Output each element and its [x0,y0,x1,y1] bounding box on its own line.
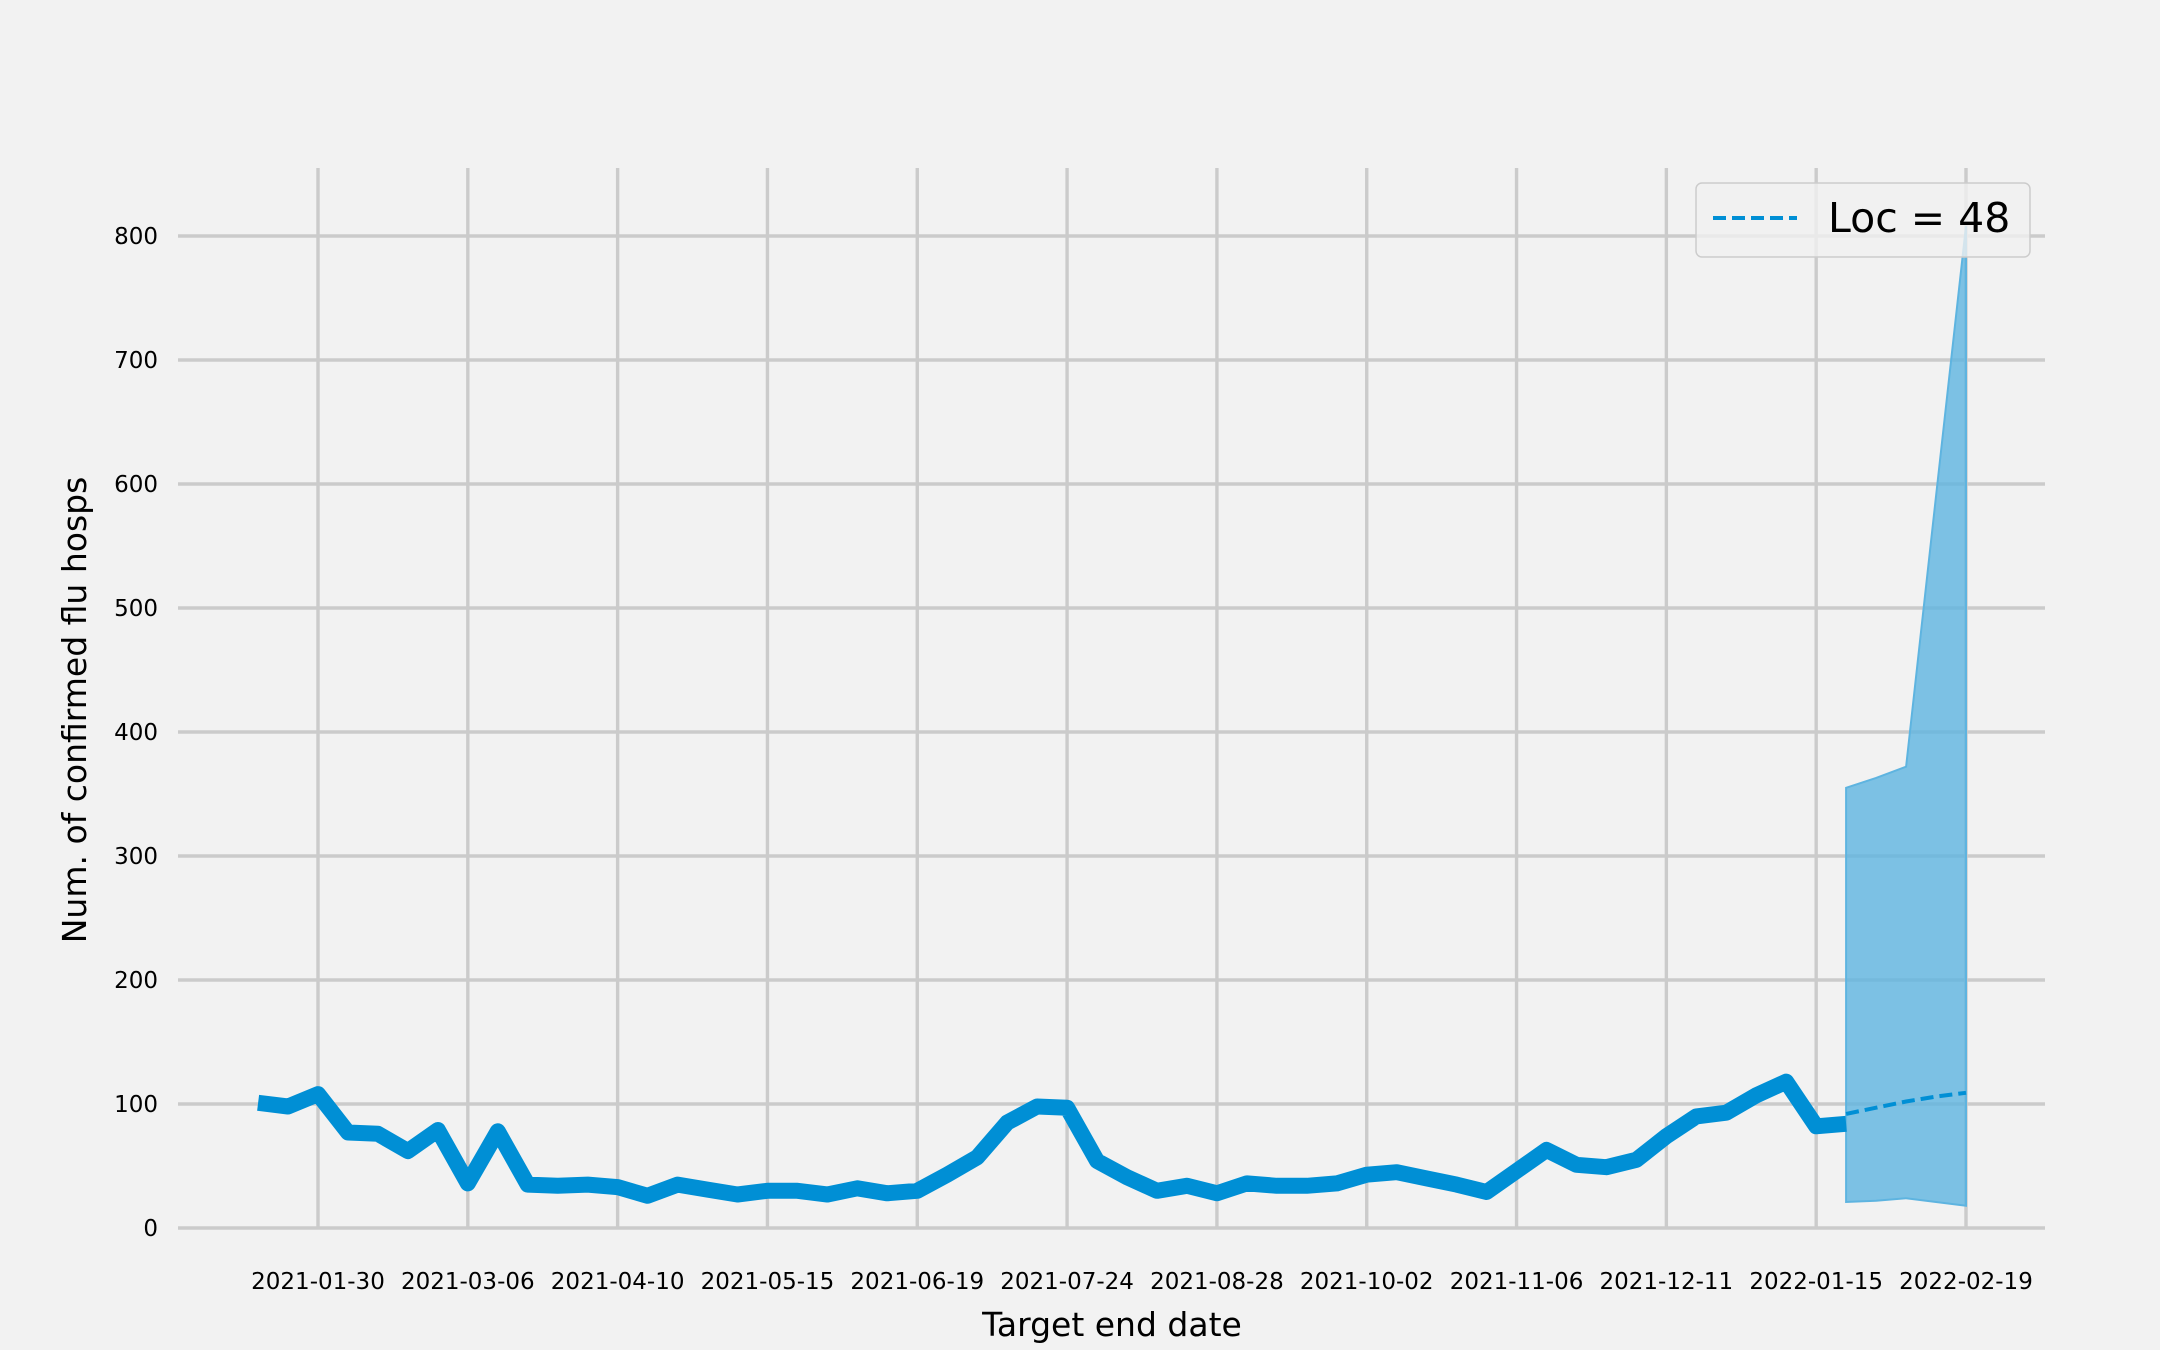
y-axis-label: Num. of confirmed flu hosps [55,477,94,944]
y-tick-label-200: 200 [114,968,158,994]
forecast-interval-area [1845,225,1967,1207]
observed-series-line [257,1073,1847,1204]
x-tick-label-2021-11-06: 2021-11-06 [1450,1269,1584,1295]
legend: Loc = 48 [1695,182,2031,258]
x-axis-label: Target end date [981,1305,1242,1344]
series-lines [257,1073,1967,1204]
forecast-series-line [1845,1090,1967,1116]
x-tick-label-2021-08-28: 2021-08-28 [1150,1269,1284,1295]
x-tick-label-2021-03-06: 2021-03-06 [401,1269,535,1295]
y-tick-label-500: 500 [114,596,158,622]
x-tick-label-2022-01-15: 2022-01-15 [1749,1269,1883,1295]
tick-labels: 0 100 200 300 400 500 600 700 800 2021-01-30 2021-… [114,224,2033,1295]
x-tick-label-2021-05-15: 2021-05-15 [701,1269,835,1295]
legend-box [1695,182,2031,258]
x-tick-label-2021-07-24: 2021-07-24 [1000,1269,1134,1295]
x-tick-label-2021-06-19: 2021-06-19 [850,1269,984,1295]
x-tick-label-2022-02-19: 2022-02-19 [1899,1269,2033,1295]
y-tick-label-300: 300 [114,844,158,870]
x-tick-label-2021-01-30: 2021-01-30 [251,1269,385,1295]
x-tick-label-2021-12-11: 2021-12-11 [1600,1269,1734,1295]
grid-lines [178,168,2045,1230]
y-tick-label-600: 600 [114,472,158,498]
y-tick-label-100: 100 [114,1092,158,1118]
y-tick-label-800: 800 [114,224,158,250]
y-tick-label-0: 0 [143,1216,158,1242]
y-tick-label-700: 700 [114,348,158,374]
x-tick-label-2021-04-10: 2021-04-10 [551,1269,685,1295]
x-tick-label-2021-10-02: 2021-10-02 [1300,1269,1434,1295]
forecast-interval-band [1845,225,1967,1207]
y-tick-label-400: 400 [114,720,158,746]
legend-entry-forecast: Loc = 48 [1828,194,2010,242]
